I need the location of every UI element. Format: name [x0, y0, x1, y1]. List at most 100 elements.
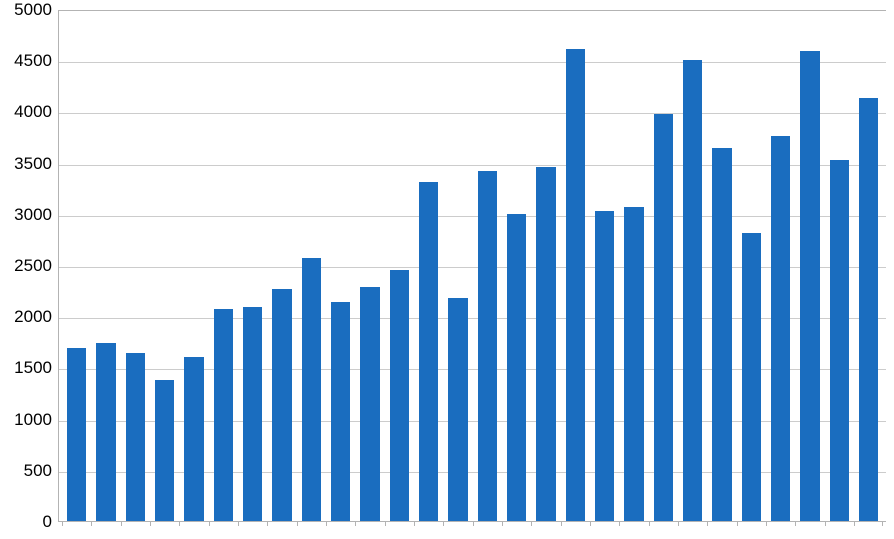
x-tick: [91, 521, 120, 526]
bar-slot: [649, 11, 678, 521]
x-tick: [825, 521, 854, 526]
bar: [536, 167, 555, 521]
x-tick: [678, 521, 707, 526]
bar: [302, 258, 321, 521]
bar: [126, 353, 145, 521]
bar-slot: [825, 11, 854, 521]
x-tick: [795, 521, 824, 526]
bar-slot: [531, 11, 560, 521]
bar: [683, 60, 702, 521]
x-tick: [619, 521, 648, 526]
x-tick: [326, 521, 355, 526]
bar-slot: [414, 11, 443, 521]
y-axis-label: 0: [43, 512, 52, 532]
bar: [624, 207, 643, 521]
bar: [331, 302, 350, 521]
bar: [800, 51, 819, 521]
bar-slot: [355, 11, 384, 521]
bar-slot: [590, 11, 619, 521]
bar: [96, 343, 115, 522]
bar-slot: [326, 11, 355, 521]
bar: [859, 98, 878, 521]
bar-slot: [209, 11, 238, 521]
x-tick: [209, 521, 238, 526]
bar: [155, 380, 174, 521]
x-tick: [590, 521, 619, 526]
x-tick: [62, 521, 91, 526]
y-axis-labels: 0 500 1000 1500 2000 2500 3000 3500 4000 4500 5000: [0, 0, 56, 539]
bar-slot: [179, 11, 208, 521]
bar-slot: [62, 11, 91, 521]
bar-slot: [267, 11, 296, 521]
x-tick: [473, 521, 502, 526]
x-tick: [414, 521, 443, 526]
bar: [830, 160, 849, 521]
x-tick: [443, 521, 472, 526]
bar-chart: 0 500 1000 1500 2000 2500 3000 3500 4000 4500 5000: [0, 0, 894, 539]
bar-slot: [766, 11, 795, 521]
bar: [712, 148, 731, 521]
x-tick: [355, 521, 384, 526]
x-tick: [238, 521, 267, 526]
bar: [272, 289, 291, 521]
bar-slot: [473, 11, 502, 521]
y-axis-label: 4000: [14, 102, 52, 122]
bar-slot: [854, 11, 883, 521]
y-axis-label: 4500: [14, 51, 52, 71]
y-axis-label: 2000: [14, 307, 52, 327]
x-tick: [179, 521, 208, 526]
bar-slot: [502, 11, 531, 521]
bar: [184, 357, 203, 521]
bar-slot: [707, 11, 736, 521]
x-tick: [150, 521, 179, 526]
x-tick: [649, 521, 678, 526]
x-tick: [854, 521, 883, 526]
bar: [771, 136, 790, 521]
bar-slot: [297, 11, 326, 521]
bar: [654, 114, 673, 521]
bar: [595, 211, 614, 521]
bar-slot: [238, 11, 267, 521]
x-tick: [297, 521, 326, 526]
y-axis-label: 5000: [14, 0, 52, 20]
y-axis-label: 3500: [14, 154, 52, 174]
x-tick: [707, 521, 736, 526]
bar: [448, 298, 467, 521]
bar-slot: [91, 11, 120, 521]
bar: [742, 233, 761, 521]
bar-slot: [561, 11, 590, 521]
bar-slot: [121, 11, 150, 521]
bar-slot: [443, 11, 472, 521]
x-tick: [121, 521, 150, 526]
bar: [360, 287, 379, 521]
bar: [419, 182, 438, 521]
plot-area: [58, 10, 886, 522]
y-axis-label: 3000: [14, 205, 52, 225]
y-axis-label: 1000: [14, 410, 52, 430]
bar: [390, 270, 409, 521]
bar: [67, 348, 86, 521]
bar: [243, 307, 262, 521]
y-axis-label: 1500: [14, 358, 52, 378]
bar-slot: [795, 11, 824, 521]
bar-slot: [619, 11, 648, 521]
x-tick: [531, 521, 560, 526]
x-tick: [385, 521, 414, 526]
bar-slot: [385, 11, 414, 521]
y-axis-label: 2500: [14, 256, 52, 276]
bar-slot: [150, 11, 179, 521]
x-tick: [267, 521, 296, 526]
bars-container: [59, 11, 886, 521]
x-tick: [737, 521, 766, 526]
y-axis-label: 500: [24, 461, 52, 481]
x-tick: [561, 521, 590, 526]
bar: [214, 309, 233, 521]
x-tick: [502, 521, 531, 526]
bar: [478, 171, 497, 521]
x-axis-ticks: [59, 521, 886, 526]
bar-slot: [678, 11, 707, 521]
bar-slot: [737, 11, 766, 521]
x-tick: [766, 521, 795, 526]
bar: [566, 49, 585, 521]
bar: [507, 214, 526, 521]
